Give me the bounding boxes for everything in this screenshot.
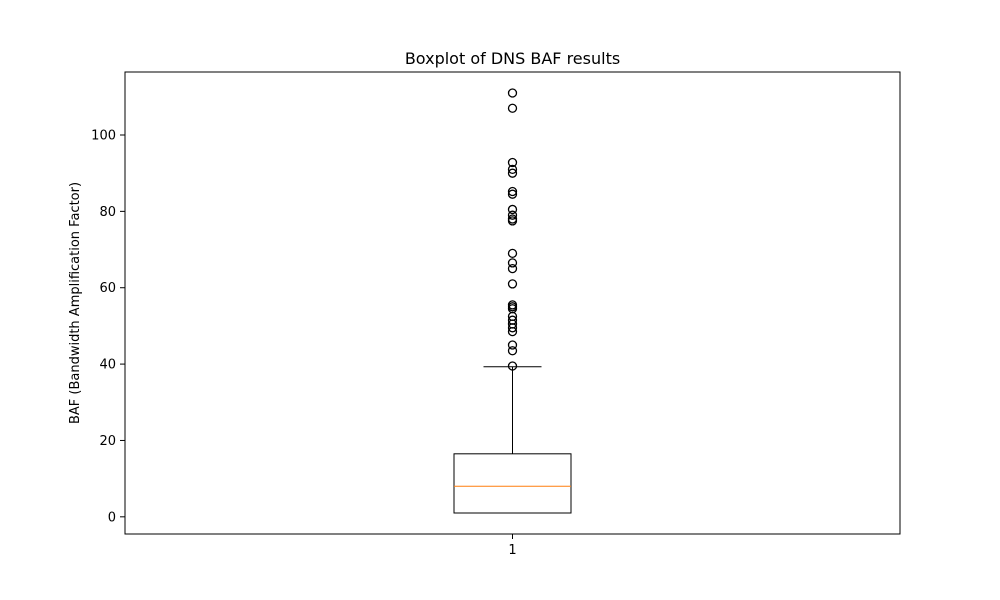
y-tick-label: 80 bbox=[99, 205, 116, 220]
outlier-point bbox=[507, 214, 518, 224]
y-tick-label: 100 bbox=[91, 129, 116, 144]
outlier-point bbox=[507, 315, 518, 325]
y-tick-label: 40 bbox=[99, 358, 116, 373]
outlier-point bbox=[507, 204, 518, 215]
outlier-point bbox=[507, 164, 518, 175]
y-tick-label: 0 bbox=[108, 510, 116, 525]
y-axis-label: BAF (Bandwidth Amplification Factor) bbox=[68, 182, 83, 424]
outlier-point bbox=[507, 186, 518, 197]
outlier-point bbox=[507, 361, 518, 371]
y-tick-label: 60 bbox=[99, 281, 116, 296]
outlier-point bbox=[507, 157, 518, 168]
outlier-point bbox=[507, 263, 518, 274]
box bbox=[453, 453, 572, 514]
outlier-point bbox=[507, 103, 518, 113]
outlier-point bbox=[507, 189, 518, 199]
outlier-point bbox=[507, 248, 518, 259]
outlier-point bbox=[507, 258, 518, 268]
outlier-point bbox=[507, 168, 518, 178]
outlier-point bbox=[507, 279, 518, 289]
outlier-point bbox=[507, 88, 518, 98]
chart-title: Boxplot of DNS BAF results bbox=[405, 49, 620, 68]
outlier-point bbox=[507, 210, 518, 220]
y-tick-label: 20 bbox=[99, 434, 116, 449]
outlier-point bbox=[507, 340, 518, 350]
plot-area bbox=[453, 88, 572, 514]
outlier-point bbox=[507, 300, 518, 310]
x-tick-label: 1 bbox=[508, 543, 516, 558]
outlier-point bbox=[507, 346, 518, 356]
